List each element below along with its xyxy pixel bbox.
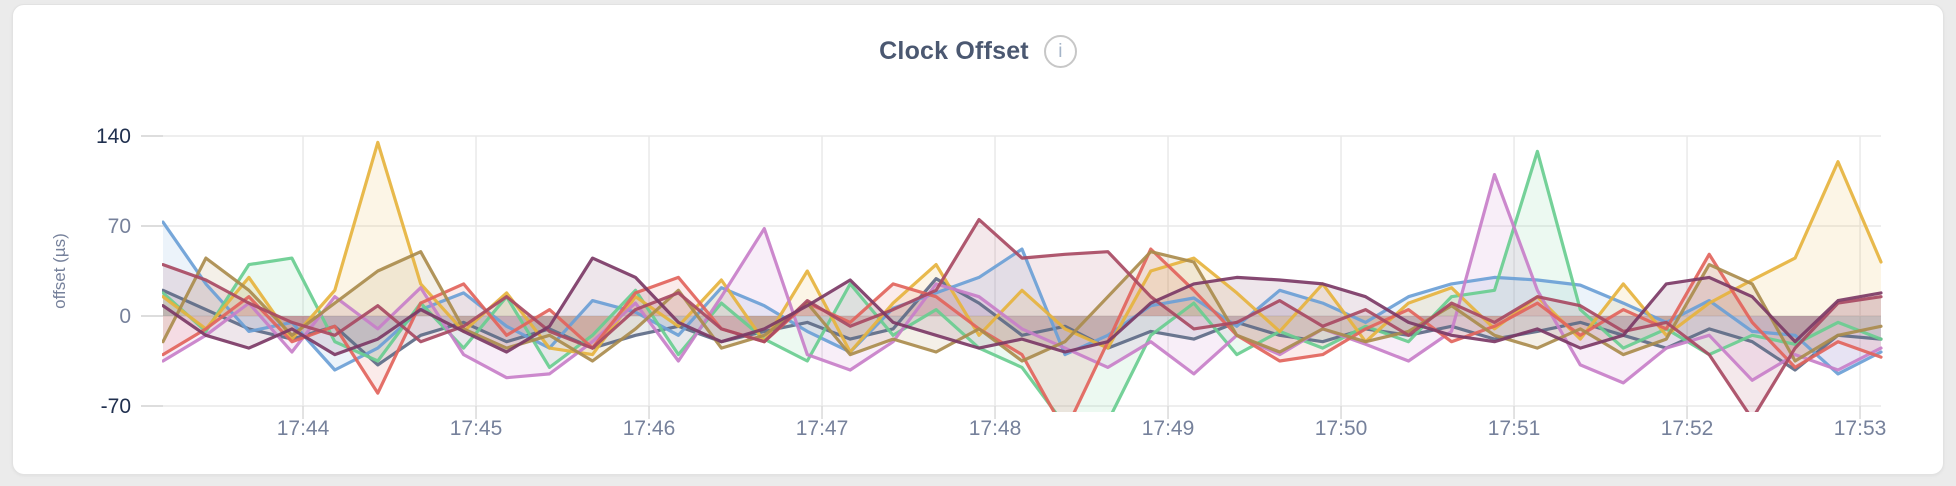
- chart-title: Clock Offset: [879, 37, 1029, 65]
- info-icon[interactable]: i: [1043, 35, 1077, 68]
- series-lines: [162, 140, 1883, 412]
- chart-header: Clock Offset i: [13, 35, 1943, 68]
- x-tick-label: 17:48: [969, 417, 1022, 440]
- x-tick-label: 17:52: [1661, 417, 1714, 440]
- x-tick-label: 17:44: [277, 417, 330, 440]
- x-tick-label: 17:45: [450, 417, 503, 440]
- y-tick-label: 70: [108, 215, 131, 238]
- line-series-maroon: [162, 218, 1883, 412]
- area-series-maroon: [163, 219, 1881, 412]
- x-tick-label: 17:49: [1142, 417, 1195, 440]
- line-series-purple: [162, 256, 1883, 357]
- line-series-olive: [162, 250, 1883, 363]
- info-icon-glyph: i: [1058, 40, 1063, 62]
- x-tick-label: 17:47: [796, 417, 849, 440]
- area-series-blue: [163, 222, 1881, 374]
- line-series-red: [162, 247, 1883, 412]
- y-axis-title: offset (µs): [50, 233, 69, 309]
- x-tick-label: 17:50: [1315, 417, 1368, 440]
- x-tick-label: 17:53: [1834, 417, 1887, 440]
- line-series-blue: [162, 220, 1883, 376]
- x-tick-label: 17:51: [1488, 417, 1541, 440]
- y-tick-label: -70: [101, 395, 131, 418]
- clock-offset-chart[interactable]: 140 70 0 -70 17:44 17:45 17:46 17:47 17:48 17:49 1…: [13, 5, 1943, 474]
- chart-card: Clock Offset i 140 70 0 -70 17:44 17:45 17:46 1…: [12, 4, 1944, 475]
- line-series-yellow: [162, 140, 1883, 357]
- y-tick-label: 0: [119, 305, 131, 328]
- x-tick-label: 17:46: [623, 417, 676, 440]
- y-tick-label: 140: [96, 125, 131, 148]
- axis-labels: 140 70 0 -70 17:44 17:45 17:46 17:47 17:48 17:49 1…: [96, 125, 1886, 440]
